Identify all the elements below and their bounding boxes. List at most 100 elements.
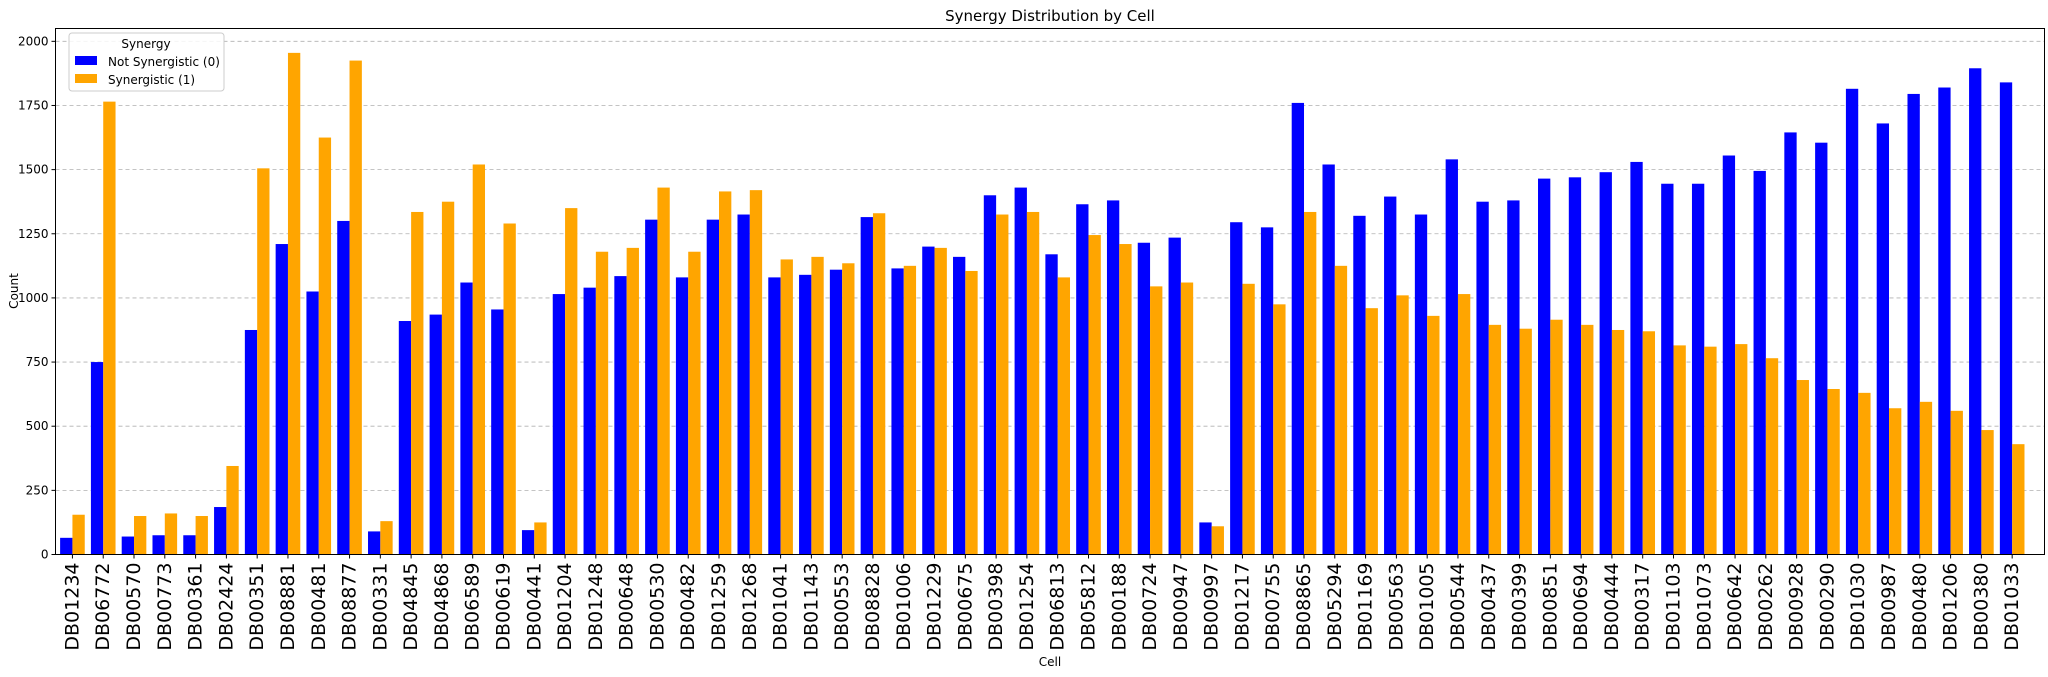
bar-not-synergistic-DB01041	[768, 277, 781, 555]
x-tick-label: DB05812	[1077, 563, 1099, 651]
x-tick-label: DB00437	[1478, 563, 1500, 651]
bar-synergistic-DB01204	[565, 208, 578, 555]
bar-synergistic-DB00444	[1611, 329, 1625, 555]
bar-not-synergistic-DB00694	[1568, 177, 1582, 555]
x-tick-label: DB00553	[831, 563, 853, 651]
bar-synergistic-DB01143	[811, 256, 824, 555]
x-tick-label: DB00481	[308, 563, 330, 651]
bar-synergistic-DB05812	[1088, 235, 1101, 555]
x-tick-label: DB02424	[215, 563, 237, 651]
x-tick-label: DB00351	[246, 563, 268, 651]
x-tick-label: DB00480	[1909, 563, 1931, 651]
bar-not-synergistic-DB00530	[645, 219, 658, 555]
x-tick-label: DB01073	[1693, 563, 1715, 651]
x-tick-label: DB06772	[92, 563, 114, 651]
bar-not-synergistic-DB00480	[1907, 93, 1920, 555]
y-tick-label: 500	[26, 419, 49, 433]
x-tick-label: DB00399	[1509, 563, 1531, 651]
legend-swatch-not-synergistic	[75, 56, 97, 65]
bar-synergistic-DB01005	[1427, 315, 1440, 555]
bar-synergistic-DB00997	[1211, 526, 1224, 555]
bar-not-synergistic-DB00553	[829, 269, 843, 555]
chart-title: Synergy Distribution by Cell	[945, 7, 1155, 25]
legend-title: Synergy	[121, 37, 170, 51]
bar-synergistic-DB01169	[1365, 308, 1378, 555]
bar-not-synergistic-DB00724	[1137, 242, 1151, 555]
x-tick-label: DB06589	[462, 563, 484, 651]
bar-synergistic-DB08881	[287, 52, 301, 555]
bar-synergistic-DB00987	[1889, 408, 1902, 555]
x-tick-label: DB00290	[1816, 563, 1838, 651]
x-tick-label: DB04845	[400, 563, 422, 651]
bar-not-synergistic-DB06813	[1045, 254, 1058, 555]
bar-not-synergistic-DB00619	[491, 309, 504, 555]
bar-synergistic-DB00544	[1457, 294, 1471, 555]
bar-synergistic-DB00570	[134, 516, 147, 555]
bar-synergistic-DB01259	[719, 191, 732, 555]
bar-not-synergistic-DB01033	[1999, 82, 2013, 555]
bar-not-synergistic-DB00997	[1199, 522, 1212, 555]
x-tick-label: DB00648	[616, 563, 638, 651]
bar-synergistic-DB00928	[1796, 380, 1809, 555]
bar-synergistic-DB00724	[1150, 286, 1163, 555]
bar-synergistic-DB00482	[688, 251, 701, 555]
bar-synergistic-DB00188	[1119, 244, 1132, 555]
x-tick-label: DB01103	[1662, 563, 1684, 651]
bar-synergistic-DB04868	[441, 201, 455, 555]
bar-not-synergistic-DB01259	[706, 219, 720, 555]
bar-synergistic-DB00773	[164, 513, 178, 555]
bar-not-synergistic-DB01206	[1938, 87, 1951, 555]
bar-not-synergistic-DB08877	[337, 220, 350, 555]
bar-not-synergistic-DB00262	[1753, 170, 1766, 555]
bar-synergistic-DB00480	[1919, 401, 1933, 555]
bar-synergistic-DB00351	[257, 168, 270, 555]
y-axis-label: Count	[7, 273, 21, 309]
bar-synergistic-DB01030	[1858, 392, 1871, 555]
x-tick-label: DB01005	[1416, 563, 1438, 651]
legend-label-not-synergistic: Not Synergistic (0)	[108, 55, 220, 69]
bar-synergistic-DB01103	[1673, 345, 1686, 555]
bar-not-synergistic-DB00987	[1876, 123, 1890, 555]
x-tick-label: DB00563	[1385, 563, 1407, 651]
x-tick-label: DB01254	[1016, 563, 1038, 651]
bar-synergistic-DB00290	[1827, 389, 1840, 555]
bar-not-synergistic-DB01143	[799, 274, 812, 555]
bar-not-synergistic-DB01248	[583, 287, 596, 555]
x-tick-label: DB08877	[339, 563, 361, 651]
x-tick-label: DB05294	[1324, 563, 1346, 651]
x-tick-label: DB01248	[585, 563, 607, 651]
bar-not-synergistic-DB01204	[552, 294, 566, 555]
bar-synergistic-DB00481	[318, 137, 332, 555]
bar-not-synergistic-DB01073	[1691, 183, 1705, 555]
legend-swatch-synergistic	[75, 74, 97, 83]
x-tick-label: DB01041	[770, 563, 792, 651]
x-tick-label: DB00530	[646, 563, 668, 651]
x-tick-label: DB00441	[523, 563, 545, 651]
x-tick-label: DB01234	[61, 563, 83, 651]
bar-not-synergistic-DB05812	[1076, 204, 1089, 555]
bar-synergistic-DB00437	[1488, 324, 1502, 555]
bar-synergistic-DB00851	[1550, 319, 1563, 555]
x-tick-label: DB01169	[1355, 563, 1377, 651]
bar-not-synergistic-DB01217	[1230, 222, 1243, 555]
bar-not-synergistic-DB00361	[183, 535, 196, 555]
bar-synergistic-DB00331	[380, 521, 393, 555]
x-tick-label: DB01206	[1940, 563, 1962, 651]
bar-synergistic-DB00619	[503, 223, 516, 555]
x-tick-label: DB04868	[431, 563, 453, 651]
bar-synergistic-DB05294	[1334, 265, 1348, 555]
bar-synergistic-DB00642	[1735, 344, 1748, 555]
y-tick-label: 1250	[18, 227, 49, 241]
bar-not-synergistic-DB06589	[460, 282, 473, 555]
bar-synergistic-DB01234	[72, 514, 85, 555]
x-tick-label: DB01217	[1231, 563, 1253, 651]
bar-not-synergistic-DB00928	[1784, 132, 1797, 555]
x-tick-label: DB01143	[800, 563, 822, 651]
bar-synergistic-DB00380	[1981, 430, 1994, 555]
x-tick-label: DB01033	[2001, 563, 2023, 651]
y-tick-label: 250	[26, 483, 49, 497]
bar-synergistic-DB01006	[903, 265, 917, 555]
bar-not-synergistic-DB08828	[860, 217, 873, 555]
x-tick-label: DB01030	[1847, 563, 1869, 651]
bar-not-synergistic-DB00441	[521, 530, 535, 555]
